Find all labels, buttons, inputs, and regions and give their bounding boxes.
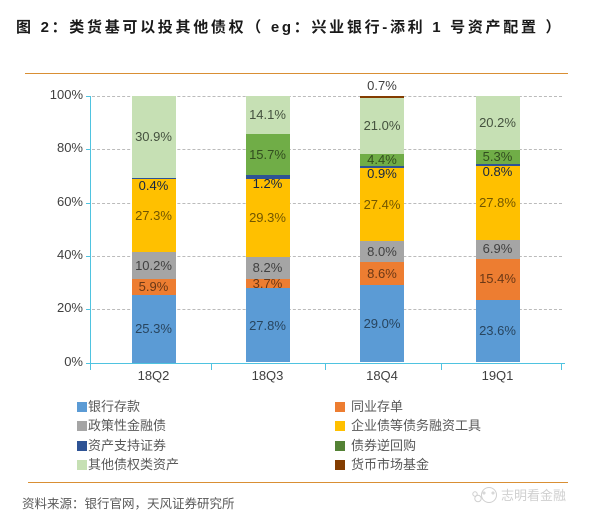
svg-text:志明看金融: 志明看金融: [501, 488, 566, 503]
